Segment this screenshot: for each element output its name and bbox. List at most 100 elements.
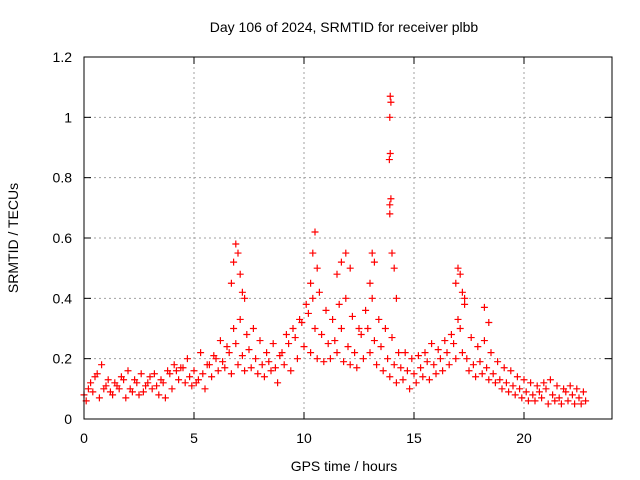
data-point <box>386 201 394 209</box>
data-point <box>346 264 354 272</box>
data-point <box>340 358 348 366</box>
data-point <box>344 343 352 351</box>
data-point <box>408 355 416 363</box>
data-point <box>465 367 473 375</box>
data-point <box>236 270 244 278</box>
data-point <box>520 376 528 384</box>
data-point <box>148 385 156 393</box>
data-point <box>335 300 343 308</box>
data-point <box>386 92 394 100</box>
data-point <box>256 337 264 345</box>
data-point <box>146 373 154 381</box>
data-point <box>276 352 284 360</box>
data-point <box>388 249 396 257</box>
data-point <box>421 349 429 357</box>
data-point <box>137 370 145 378</box>
data-point <box>387 98 395 106</box>
data-point <box>487 349 495 357</box>
data-point <box>472 373 480 381</box>
data-point <box>245 346 253 354</box>
data-point <box>386 113 394 121</box>
data-point <box>368 294 376 302</box>
data-point <box>392 379 400 387</box>
data-point <box>258 361 266 369</box>
data-point <box>560 385 568 393</box>
data-point <box>362 306 370 314</box>
data-point <box>529 391 537 399</box>
data-point <box>485 318 493 326</box>
data-point <box>469 361 477 369</box>
data-point <box>236 315 244 323</box>
data-point <box>307 349 315 357</box>
data-point <box>309 249 317 257</box>
data-point <box>483 364 491 372</box>
data-point <box>401 349 409 357</box>
data-point <box>98 361 106 369</box>
data-point <box>518 394 526 402</box>
data-point <box>168 385 176 393</box>
data-point <box>379 367 387 375</box>
data-point <box>425 376 433 384</box>
data-point <box>540 379 548 387</box>
data-point <box>309 294 317 302</box>
y-tick-label: 1 <box>64 109 72 125</box>
data-point <box>254 370 262 378</box>
data-point <box>181 379 189 387</box>
data-point <box>311 228 319 236</box>
data-point <box>535 388 543 396</box>
data-point <box>386 210 394 218</box>
data-point <box>291 334 299 342</box>
data-point <box>403 367 411 375</box>
data-point <box>359 355 367 363</box>
data-point <box>122 394 130 402</box>
data-point <box>377 343 385 351</box>
data-point <box>311 325 319 332</box>
data-point <box>399 376 407 384</box>
data-point <box>452 355 460 363</box>
data-point <box>190 367 198 375</box>
data-point <box>463 355 471 363</box>
data-point <box>575 394 583 402</box>
data-point <box>566 382 574 390</box>
data-point <box>387 195 395 203</box>
data-point <box>434 346 442 354</box>
data-point <box>386 150 394 158</box>
data-point <box>241 367 249 375</box>
data-point <box>230 325 238 332</box>
data-point <box>186 373 194 381</box>
data-point <box>342 249 350 257</box>
x-tick-label: 15 <box>406 430 422 446</box>
data-point <box>480 303 488 311</box>
data-point <box>234 249 242 257</box>
x-tick-label: 10 <box>296 430 312 446</box>
data-points <box>80 92 590 408</box>
data-point <box>238 352 246 360</box>
data-point <box>436 355 444 363</box>
data-point <box>267 367 275 375</box>
data-point <box>232 340 240 348</box>
data-point <box>227 279 235 287</box>
data-point <box>364 325 372 332</box>
data-point <box>476 358 484 366</box>
data-point <box>370 337 378 345</box>
data-point <box>381 325 389 332</box>
data-point <box>219 358 227 366</box>
x-tick-label: 0 <box>80 430 88 446</box>
data-point <box>271 364 279 372</box>
data-point <box>577 400 585 408</box>
data-point <box>223 343 231 351</box>
data-point <box>507 367 515 375</box>
data-point <box>331 337 339 345</box>
data-point <box>234 361 242 369</box>
data-point <box>337 325 345 332</box>
data-point <box>494 358 502 366</box>
data-point <box>172 367 180 375</box>
data-point <box>533 382 541 390</box>
data-point <box>458 349 466 357</box>
data-point <box>430 361 438 369</box>
y-axis-label: SRMTID / TECUs <box>5 183 21 293</box>
data-point <box>395 349 403 357</box>
data-point <box>124 367 132 375</box>
data-point <box>432 370 440 378</box>
